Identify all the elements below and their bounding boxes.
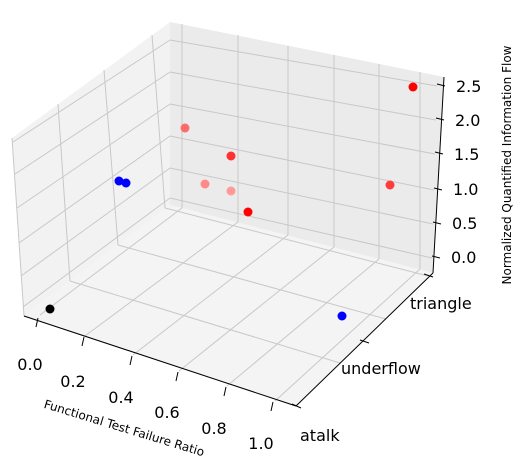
gridlines xyxy=(11,24,438,407)
tick-marks xyxy=(35,83,446,412)
data-point xyxy=(121,178,131,188)
z-tick-label: 2.5 xyxy=(456,77,481,96)
z-tick-label: 2.0 xyxy=(455,111,480,130)
data-point xyxy=(180,123,190,133)
z-tick-label: 0.5 xyxy=(452,214,477,233)
data-point xyxy=(200,179,210,189)
z-tick-label: 1.0 xyxy=(453,180,478,199)
x-tick-label: 0.2 xyxy=(60,372,85,391)
data-points xyxy=(45,82,418,321)
data-point xyxy=(243,207,253,217)
x-tick-label: 0.8 xyxy=(201,419,226,438)
y-tick-label: underflow xyxy=(341,359,421,378)
data-point xyxy=(45,304,55,314)
z-tick-label: 0.0 xyxy=(451,248,476,267)
data-point xyxy=(385,180,395,190)
axis-lines xyxy=(23,76,445,407)
z-axis-line xyxy=(432,76,445,274)
z-tick-label: 1.5 xyxy=(454,145,479,164)
z-tick-labels: 0.0 0.5 1.0 1.5 2.0 2.5 xyxy=(451,77,481,267)
data-point xyxy=(114,176,124,186)
data-point xyxy=(226,186,236,196)
data-point xyxy=(226,151,236,161)
x-axis-line xyxy=(23,315,297,407)
x-tick-label: 1.0 xyxy=(248,434,273,453)
data-point xyxy=(337,311,347,321)
y-tick-labels: atalk underflow triangle xyxy=(300,294,472,445)
floor-pane xyxy=(24,205,433,406)
x-tick-labels: 0.0 0.2 0.4 0.6 0.8 1.0 xyxy=(17,355,273,453)
z-axis-label: Normalized Quantified Information Flow xyxy=(500,45,514,284)
data-point xyxy=(408,82,418,92)
x-tick-label: 0.4 xyxy=(108,388,133,407)
y-tick-label: atalk xyxy=(300,426,340,445)
y-tick-label: triangle xyxy=(410,294,472,313)
y-axis-line xyxy=(295,272,434,407)
x-tick-label: 0.6 xyxy=(154,403,179,422)
x-tick-label: 0.0 xyxy=(17,355,42,374)
left-pane xyxy=(12,22,170,316)
